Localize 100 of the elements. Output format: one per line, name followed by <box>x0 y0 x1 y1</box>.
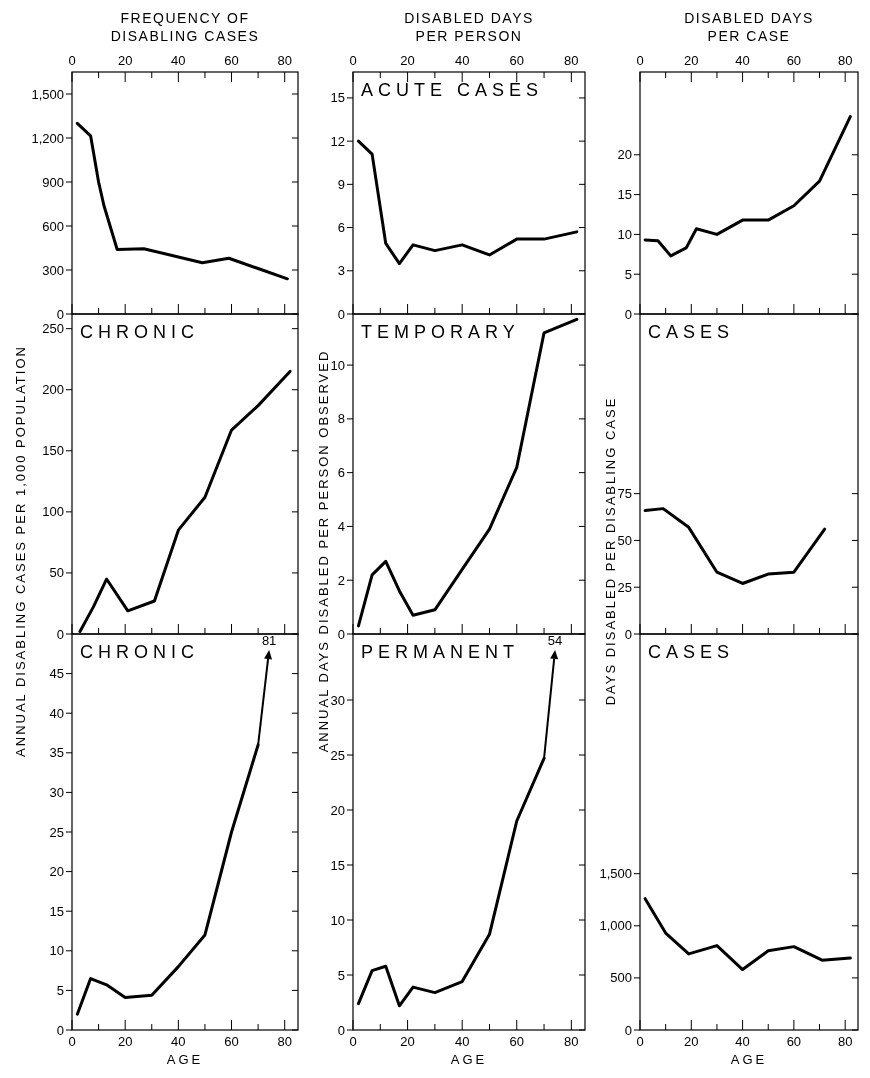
x-tick-label: 60 <box>224 1034 239 1049</box>
y-tick-label: 50 <box>617 532 632 548</box>
x-tick-label: 0 <box>636 53 644 68</box>
text: CASES <box>648 642 735 662</box>
y-tick-label: 250 <box>42 321 64 337</box>
x-tick-label: 0 <box>349 1034 357 1049</box>
y-tick-label: 2 <box>337 572 345 588</box>
x-tick-label: 20 <box>400 1034 415 1049</box>
y-tick-label: 25 <box>617 579 632 595</box>
y-tick-label: 10 <box>330 912 345 928</box>
x-tick-label: 0 <box>349 53 357 68</box>
chart-title: DISABLED DAYS PER CASE <box>684 10 814 44</box>
y-tick-label: 1,500 <box>599 866 632 882</box>
y-tick-label: 4 <box>337 518 345 534</box>
y-tick-label: 0 <box>337 306 345 322</box>
y-tick-label: 6 <box>337 220 345 236</box>
y-tick-label: 10 <box>49 943 64 959</box>
y-tick-label: 300 <box>42 262 64 278</box>
chart-subtitle: CHRONIC <box>80 642 199 662</box>
x-axis-title: AGE <box>166 1052 204 1067</box>
y-tick-label: 15 <box>330 90 345 106</box>
text: TEMPORARY <box>361 322 520 342</box>
y-tick-label: 200 <box>42 382 64 398</box>
x-tick-label: 80 <box>564 1034 579 1049</box>
y-tick-label: 0 <box>337 626 345 642</box>
x-tick-label: 60 <box>224 53 239 68</box>
x-tick-label: 60 <box>509 1034 524 1049</box>
y-tick-label: 20 <box>617 147 632 163</box>
y-tick-label: 30 <box>49 784 64 800</box>
x-tick-label: 0 <box>68 1034 76 1049</box>
y-tick-label: 5 <box>337 967 345 983</box>
x-axis-title: AGE <box>450 1052 488 1067</box>
y-tick-label: 30 <box>330 692 345 708</box>
x-tick-label: 20 <box>400 53 415 68</box>
y-tick-label: 10 <box>617 226 632 242</box>
y-tick-label: 12 <box>330 133 345 149</box>
y-tick-label: 20 <box>330 802 345 818</box>
y-tick-label: 50 <box>49 565 64 581</box>
x-tick-label: 60 <box>786 53 802 68</box>
x-tick-label: 80 <box>837 1034 853 1049</box>
annotation: 81 <box>261 633 277 648</box>
annotation: 54 <box>547 633 563 648</box>
y-tick-label: 6 <box>337 465 345 481</box>
y-tick-label: 15 <box>617 187 632 203</box>
chart-title: DISABLED DAYS PER PERSON <box>404 10 534 44</box>
y-tick-label: 0 <box>624 1022 632 1038</box>
x-tick-label: 40 <box>735 1034 750 1049</box>
x-tick-label: 80 <box>277 53 292 68</box>
x-tick-label: 20 <box>684 1034 699 1049</box>
x-tick-label: 60 <box>509 53 524 68</box>
y-tick-label: 35 <box>49 745 64 761</box>
x-tick-label: 40 <box>171 53 186 68</box>
text: CASES <box>648 322 735 342</box>
y-tick-label: 5 <box>56 982 64 998</box>
x-axis-title: AGE <box>730 1052 768 1067</box>
y-tick-label: 150 <box>42 443 64 459</box>
chart-subtitle: PERMANENT <box>361 642 520 662</box>
y-tick-label: 10 <box>330 357 345 373</box>
x-tick-label: 0 <box>636 1034 644 1049</box>
y-tick-label: 0 <box>624 306 632 322</box>
x-tick-label: 40 <box>171 1034 186 1049</box>
y-tick-label: 25 <box>330 747 345 763</box>
y-tick-label: 75 <box>617 486 632 502</box>
x-tick-label: 80 <box>564 53 579 68</box>
y-tick-label: 1,500 <box>31 86 64 102</box>
y-tick-label: 20 <box>49 864 64 880</box>
x-tick-label: 20 <box>117 53 133 68</box>
x-tick-label: 40 <box>454 1034 470 1049</box>
text: ACUTE CASES <box>361 80 544 100</box>
x-tick-label: 40 <box>454 53 470 68</box>
y-tick-label: 0 <box>56 1022 64 1038</box>
y-tick-label: 100 <box>42 504 64 520</box>
y-tick-label: 500 <box>610 970 632 986</box>
y-tick-label: 0 <box>56 626 64 642</box>
x-tick-label: 20 <box>117 1034 133 1049</box>
y-axis-title: DAYS DISABLED PER DISABLING CASE <box>602 396 618 706</box>
x-tick-label: 80 <box>837 53 853 68</box>
x-tick-label: 40 <box>735 53 750 68</box>
y-tick-label: 15 <box>330 857 345 873</box>
y-tick-label: 40 <box>49 705 64 721</box>
y-tick-label: 45 <box>49 666 64 682</box>
y-tick-label: 0 <box>624 626 632 642</box>
chart-title: FREQUENCY OF DISABLING CASES <box>110 10 260 44</box>
y-tick-label: 3 <box>337 263 345 279</box>
y-tick-label: 15 <box>49 903 64 919</box>
chart-subtitle: CHRONIC <box>80 322 199 342</box>
y-tick-label: 0 <box>56 306 64 322</box>
y-axis-title: ANNUAL DISABLING CASES PER 1,000 POPULATION <box>12 345 28 757</box>
x-tick-label: 0 <box>68 53 76 68</box>
y-tick-label: 600 <box>42 218 64 234</box>
y-tick-label: 25 <box>49 824 64 840</box>
x-tick-label: 20 <box>684 53 699 68</box>
y-axis-title: ANNUAL DAYS DISABLED PER PERSON OBSERVED <box>315 349 331 753</box>
y-tick-label: 1,200 <box>31 130 64 146</box>
y-tick-label: 9 <box>337 176 345 192</box>
x-tick-label: 80 <box>277 1034 292 1049</box>
y-tick-label: 1,000 <box>599 918 632 934</box>
y-tick-label: 8 <box>337 411 345 427</box>
y-tick-label: 5 <box>624 266 632 282</box>
y-tick-label: 0 <box>337 1022 345 1038</box>
